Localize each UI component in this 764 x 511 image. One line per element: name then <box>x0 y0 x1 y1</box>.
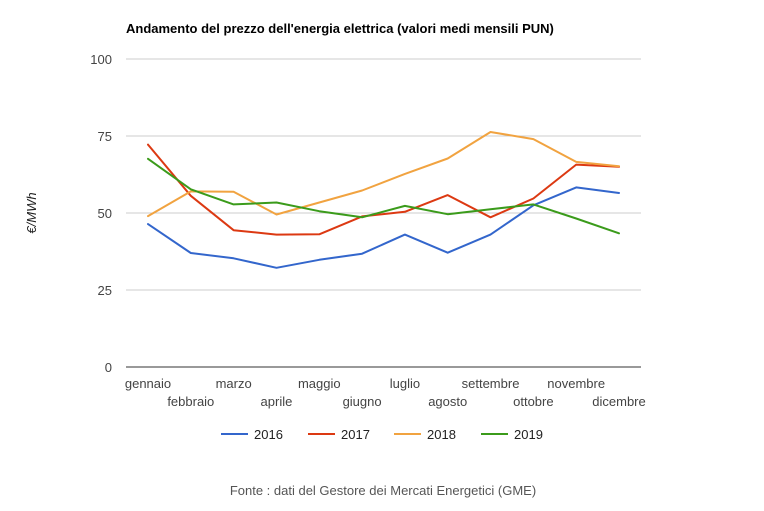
y-tick-label: 25 <box>98 283 112 298</box>
series-line-2017 <box>147 143 620 236</box>
y-tick-labels: 0 25 50 75 100 <box>90 52 112 375</box>
y-tick-label: 100 <box>90 52 112 67</box>
gridlines <box>126 58 641 368</box>
y-tick-label: 75 <box>98 129 112 144</box>
legend-label-2016: 2016 <box>254 427 283 442</box>
x-tick-label: agosto <box>428 394 467 409</box>
x-tick-label: giugno <box>343 394 382 409</box>
series-line-2018 <box>147 131 620 218</box>
x-tick-label: settembre <box>462 376 520 391</box>
series-line-2019 <box>147 157 620 235</box>
legend-label-2018: 2018 <box>427 427 456 442</box>
source-note: Fonte : dati del Gestore dei Mercati Ene… <box>230 483 536 498</box>
chart-title: Andamento del prezzo dell'energia elettr… <box>126 21 554 36</box>
x-tick-label: ottobre <box>513 394 553 409</box>
series-line-2016 <box>147 186 620 269</box>
legend-label-2019: 2019 <box>514 427 543 442</box>
x-tick-label: maggio <box>298 376 341 391</box>
legend: 2016 2017 2018 2019 <box>221 427 543 442</box>
y-tick-label: 0 <box>105 360 112 375</box>
x-tick-label: gennaio <box>125 376 171 391</box>
legend-label-2017: 2017 <box>341 427 370 442</box>
x-tick-label: aprile <box>261 394 293 409</box>
x-tick-label: marzo <box>216 376 252 391</box>
x-tick-label: luglio <box>390 376 420 391</box>
y-axis-label: €/MWh <box>24 192 39 233</box>
x-tick-label: febbraio <box>167 394 214 409</box>
x-tick-label: dicembre <box>592 394 645 409</box>
y-tick-label: 50 <box>98 206 112 221</box>
x-tick-label: novembre <box>547 376 605 391</box>
series-lines <box>147 131 620 269</box>
